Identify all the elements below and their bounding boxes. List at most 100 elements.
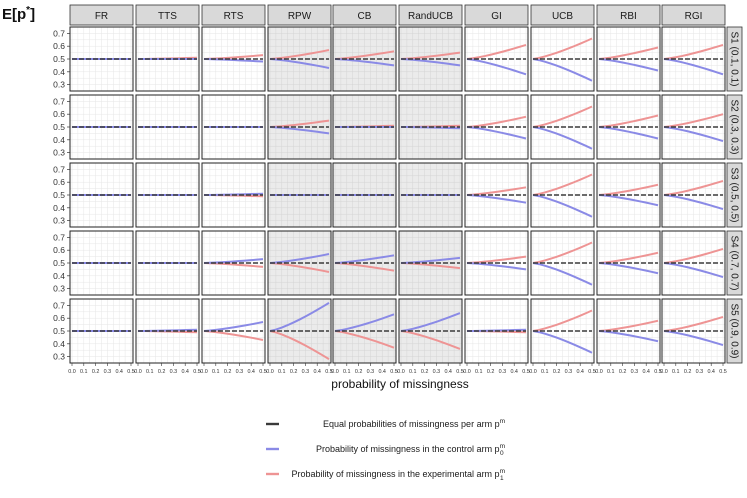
panel-border — [201, 94, 266, 160]
series-control-line — [532, 58, 593, 82]
series-experimental-line — [532, 105, 593, 128]
panel-border — [398, 162, 463, 228]
x-tick-label: 0.2 — [290, 369, 298, 375]
x-tick-label: 0.4 — [642, 369, 650, 375]
x-tick-label: 0.1 — [343, 369, 351, 375]
x-tick-label: 0.2 — [421, 369, 429, 375]
series-experimental-line — [663, 179, 724, 196]
panel-border — [530, 94, 595, 160]
panel-border — [596, 26, 661, 92]
x-tick-label: 0.1 — [212, 369, 220, 375]
column-strip-label: RandUCB — [408, 11, 453, 22]
x-tick-label: 0.0 — [463, 369, 471, 375]
panel-border — [596, 162, 661, 228]
x-tick-label: 0.2 — [92, 369, 100, 375]
series-control-line — [663, 58, 724, 76]
series-experimental-line — [269, 330, 330, 361]
column-strip-label: FR — [95, 11, 108, 22]
series-experimental-line — [203, 330, 264, 341]
panel-border — [267, 26, 332, 92]
panel-border — [398, 26, 463, 92]
panel-border — [530, 298, 595, 364]
x-tick-label: 0.5 — [325, 369, 333, 375]
column-strip — [464, 4, 529, 26]
column-strip — [596, 4, 661, 26]
x-tick-label: 0.4 — [510, 369, 518, 375]
x-tick-label: 0.4 — [444, 369, 452, 375]
series-control-line — [663, 126, 724, 143]
x-tick-label: 0.2 — [553, 369, 561, 375]
panel-border — [530, 162, 595, 228]
series-control-line — [532, 330, 593, 354]
panel-border — [332, 230, 397, 296]
series-control-line — [269, 301, 330, 332]
x-tick-label: 0.4 — [115, 369, 123, 375]
series-experimental-line — [598, 183, 659, 196]
series-control-line — [598, 126, 659, 140]
x-tick-label: 0.3 — [170, 369, 178, 375]
panel-border — [267, 94, 332, 160]
column-strip-label: CB — [358, 11, 372, 22]
series-control-line — [598, 262, 659, 275]
y-tick-label: 0.3 — [53, 284, 65, 294]
column-strip — [135, 4, 200, 26]
x-tick-label: 0.5 — [193, 369, 201, 375]
y-tick-label: 0.3 — [53, 148, 65, 158]
y-tick-label: 0.3 — [53, 216, 65, 226]
x-tick-label: 0.0 — [331, 369, 339, 375]
series-experimental-line — [466, 186, 527, 196]
series-experimental-line — [663, 247, 724, 264]
column-strip — [201, 4, 266, 26]
y-tick-label: 0.6 — [53, 109, 65, 119]
y-tick-label: 0.7 — [53, 96, 65, 106]
panel-border — [332, 94, 397, 160]
x-tick-label: 0.5 — [390, 369, 398, 375]
panel-border — [135, 298, 200, 364]
row-strip — [726, 298, 743, 364]
x-tick-label: 0.2 — [224, 369, 232, 375]
row-strip-label: S2 (0.3, 0.3) — [729, 99, 740, 154]
series-experimental-line — [532, 37, 593, 60]
y-tick-label: 0.4 — [53, 135, 65, 145]
x-tick-label: 0.1 — [541, 369, 549, 375]
panel-border — [135, 94, 200, 160]
panel-border — [661, 94, 726, 160]
x-tick-label: 0.0 — [266, 369, 274, 375]
column-strip — [267, 4, 332, 26]
panel-border — [596, 298, 661, 364]
panel-border — [530, 26, 595, 92]
y-tick-label: 0.4 — [53, 67, 65, 77]
x-tick-label: 0.2 — [619, 369, 627, 375]
series-experimental-line — [466, 115, 527, 128]
x-tick-label: 0.0 — [134, 369, 142, 375]
series-experimental-line — [663, 113, 724, 128]
series-experimental-line — [532, 241, 593, 264]
x-tick-label: 0.1 — [672, 369, 680, 375]
column-strip-label: RPW — [288, 11, 312, 22]
y-tick-label: 0.6 — [53, 41, 65, 51]
panel-border — [398, 94, 463, 160]
series-control-line — [532, 126, 593, 150]
panel-border — [464, 26, 529, 92]
y-tick-label: 0.5 — [53, 258, 65, 268]
row-strip — [726, 94, 743, 160]
y-tick-label: 0.6 — [53, 313, 65, 323]
x-tick-label: 0.4 — [378, 369, 386, 375]
series-experimental-line — [532, 173, 593, 196]
row-strip — [726, 230, 743, 296]
panel-border — [398, 230, 463, 296]
row-strip-label: S4 (0.7, 0.7) — [729, 235, 740, 290]
x-tick-label: 0.3 — [367, 369, 375, 375]
panel-border — [135, 162, 200, 228]
series-experimental-line — [269, 262, 330, 273]
x-tick-label: 0.3 — [236, 369, 244, 375]
x-tick-label: 0.5 — [719, 369, 727, 375]
series-control-line — [334, 254, 395, 264]
panel-border — [464, 162, 529, 228]
legend-label-experimental: Probability of missingness in the experi… — [291, 468, 505, 482]
series-experimental-line — [598, 319, 659, 332]
y-tick-label: 0.5 — [53, 54, 65, 64]
series-control-line — [663, 262, 724, 279]
x-tick-label: 0.1 — [475, 369, 483, 375]
series-control-line — [532, 262, 593, 286]
